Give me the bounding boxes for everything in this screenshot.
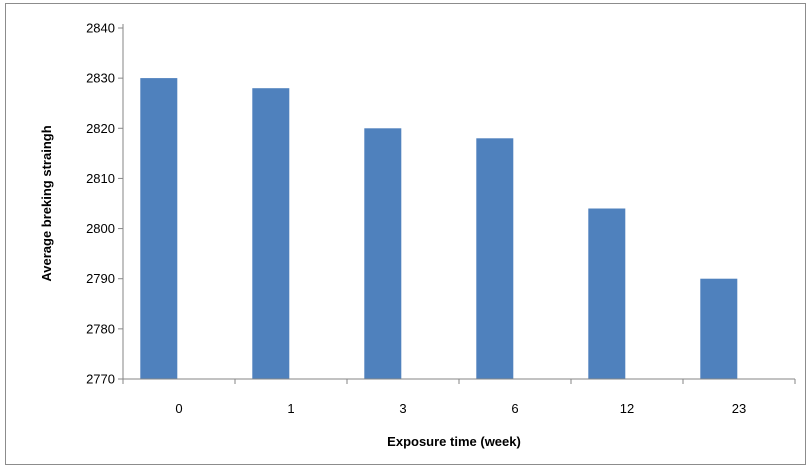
- x-tick-label: 23: [732, 401, 746, 416]
- bar-3: [364, 128, 402, 379]
- chart-frame: [5, 3, 806, 465]
- y-axis: 2770 2780 2790 2800 2810 2820 2830 2840: [86, 21, 124, 387]
- bar-1: [252, 88, 290, 379]
- y-tick-label: 2780: [86, 321, 115, 336]
- x-tick-label: 3: [399, 401, 406, 416]
- bar-23: [700, 278, 738, 379]
- x-tick-label: 6: [511, 401, 518, 416]
- y-tick-label: 2790: [86, 271, 115, 286]
- x-tick-label: 12: [620, 401, 634, 416]
- y-tick-label: 2840: [86, 21, 115, 36]
- bar-12: [588, 208, 626, 379]
- y-tick-label: 2800: [86, 221, 115, 236]
- y-tick-label: 2820: [86, 121, 115, 136]
- y-tick-label: 2770: [86, 372, 115, 387]
- y-tick-label: 2830: [86, 71, 115, 86]
- x-axis: 0 1 3 6 12 23: [122, 378, 796, 416]
- bars-group: [140, 78, 738, 379]
- x-tick-label: 0: [175, 401, 182, 416]
- bar-0: [140, 78, 178, 379]
- y-tick-label: 2810: [86, 171, 115, 186]
- bar-6: [476, 138, 514, 379]
- y-axis-title: Average breking straingh: [39, 125, 54, 281]
- x-tick-label: 1: [287, 401, 294, 416]
- x-axis-title: Exposure time (week): [387, 434, 521, 449]
